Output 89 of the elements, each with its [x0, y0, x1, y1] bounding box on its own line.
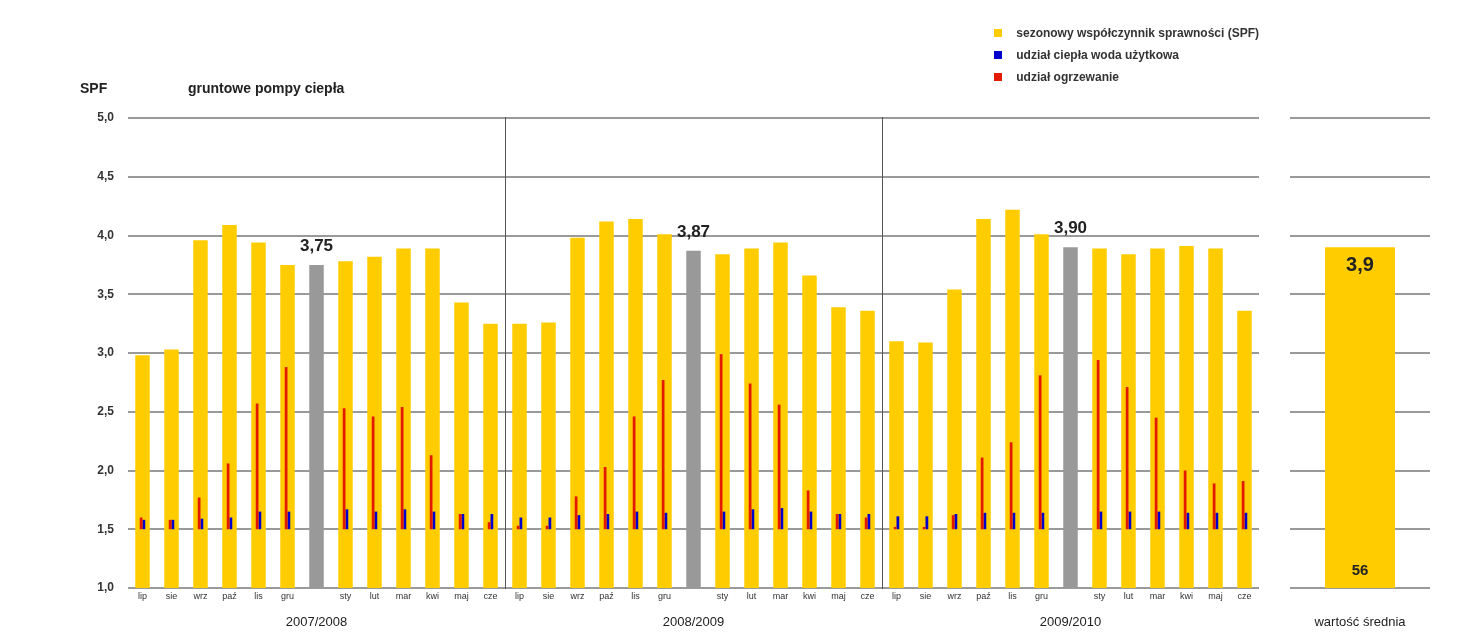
- bar: [980, 457, 984, 530]
- chart-title: gruntowe pompy ciepła: [188, 79, 345, 96]
- x-tick-label: cze: [1237, 590, 1252, 601]
- legend-label: udział ciepła woda użytkowa: [1016, 47, 1179, 64]
- x-tick-label: lut: [369, 590, 380, 601]
- x-tick-label: gru: [657, 590, 672, 601]
- y-axis-title: SPF: [80, 79, 108, 96]
- y-tick-label: 4,0: [97, 227, 115, 242]
- x-tick-label: maj: [831, 590, 846, 601]
- bar: [197, 497, 201, 530]
- x-tick-label: kwi: [426, 590, 439, 601]
- x-tick-label: paź: [599, 590, 615, 601]
- data-label: 3,9: [1346, 252, 1374, 275]
- bar: [574, 496, 578, 530]
- x-tick-label: paź: [222, 590, 238, 601]
- legend-label: sezonowy współczynnik sprawności (SPF): [1016, 25, 1259, 42]
- x-tick-label: lut: [1123, 590, 1134, 601]
- bar: [487, 522, 491, 530]
- bar: [632, 416, 636, 530]
- legend-label: udział ogrzewanie: [1016, 69, 1119, 86]
- x-tick-label: lis: [631, 590, 641, 601]
- x-tick-label: lut: [746, 590, 757, 601]
- y-tick-label: 5,0: [97, 110, 115, 125]
- bar: [748, 383, 752, 530]
- x-tick-label: mar: [1149, 590, 1166, 601]
- x-tick-label: lis: [1008, 590, 1018, 601]
- x-tick-label: sie: [919, 590, 932, 601]
- annotation: 56: [1351, 560, 1369, 578]
- x-axis-title: wartość średnia: [1313, 613, 1407, 629]
- x-tick-label: wrz: [192, 590, 208, 601]
- x-tick-label: sty: [339, 590, 352, 601]
- data-label: 3,87: [676, 221, 711, 241]
- x-tick-label: kwi: [1180, 590, 1193, 601]
- bar: [603, 466, 607, 530]
- x-tick-label: mar: [772, 590, 789, 601]
- x-axis-title: 2008/2009: [662, 613, 725, 629]
- bar: [777, 404, 781, 530]
- bar: [226, 463, 230, 530]
- bar: [1038, 375, 1042, 530]
- y-tick-label: 2,0: [97, 462, 115, 477]
- bar: [1096, 360, 1100, 530]
- x-tick-label: mar: [395, 590, 412, 601]
- bar: [545, 525, 549, 530]
- x-tick-label: cze: [483, 590, 498, 601]
- x-tick-label: sty: [716, 590, 729, 601]
- x-tick-label: gru: [280, 590, 295, 601]
- bar: [1009, 442, 1013, 530]
- x-tick-label: lis: [254, 590, 264, 601]
- bar: [1154, 417, 1158, 530]
- bar: [1212, 483, 1216, 530]
- data-label: 3,75: [299, 236, 334, 256]
- x-tick-label: cze: [860, 590, 875, 601]
- bar: [400, 407, 404, 530]
- y-tick-label: 4,5: [97, 169, 115, 184]
- y-tick-label: 3,5: [97, 286, 115, 301]
- x-tick-label: lip: [514, 590, 525, 601]
- bar: [661, 380, 665, 530]
- bar: [719, 354, 723, 530]
- x-tick-label: sie: [165, 590, 178, 601]
- bar: [1241, 481, 1245, 530]
- x-tick-label: wrz: [946, 590, 962, 601]
- y-tick-label: 2,5: [97, 404, 115, 419]
- x-tick-label: kwi: [803, 590, 816, 601]
- data-label: 3,90: [1053, 218, 1088, 238]
- y-tick-label: 3,0: [97, 345, 115, 360]
- bar: [893, 526, 897, 530]
- bar: [284, 367, 288, 530]
- x-tick-label: lip: [137, 590, 148, 601]
- y-tick-label: 1,5: [97, 521, 115, 536]
- x-tick-label: gru: [1034, 590, 1049, 601]
- x-tick-label: paź: [976, 590, 992, 601]
- bar: [1183, 470, 1187, 530]
- bar: [806, 490, 810, 530]
- x-tick-label: maj: [454, 590, 469, 601]
- bar: [1125, 387, 1129, 530]
- bar: [255, 403, 259, 530]
- bar: [516, 525, 520, 530]
- x-axis-title: 2009/2010: [1039, 613, 1102, 629]
- x-tick-label: sty: [1093, 590, 1106, 601]
- x-tick-label: lip: [891, 590, 902, 601]
- y-tick-label: 1,0: [97, 580, 115, 595]
- x-tick-label: wrz: [569, 590, 585, 601]
- bar: [342, 408, 346, 530]
- bar: [922, 526, 926, 530]
- x-tick-label: sie: [542, 590, 555, 601]
- bar: [371, 416, 375, 530]
- x-tick-label: maj: [1208, 590, 1223, 601]
- bar: [429, 455, 433, 530]
- x-axis-title: 2007/2008: [285, 613, 348, 629]
